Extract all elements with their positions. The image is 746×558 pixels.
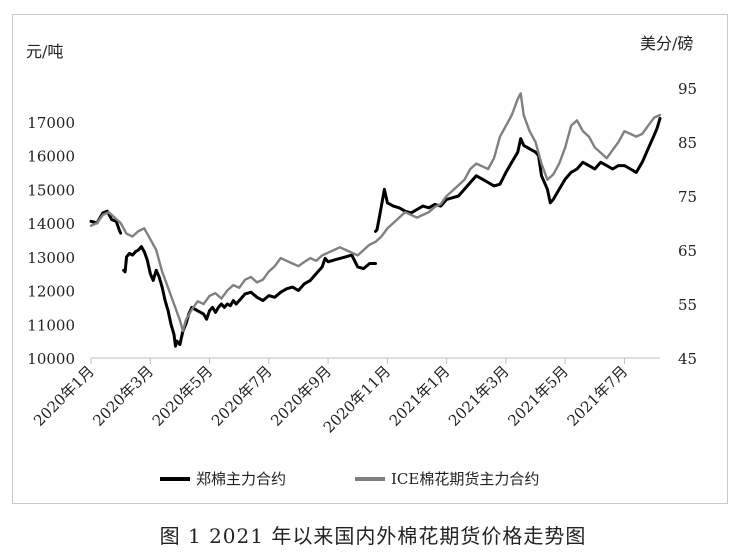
left-tick-label: 14000 — [27, 215, 75, 233]
x-tick-label: 2020年3月 — [89, 362, 157, 430]
chart-frame — [12, 14, 728, 504]
x-tick-label: 2020年5月 — [149, 362, 217, 430]
figure-caption: 图 1 2021 年以来国内外棉花期货价格走势图 — [159, 524, 587, 548]
legend-label-ice: ICE棉花期货主力合约 — [391, 470, 540, 488]
legend-item-zhengmian: 郑棉主力合约 — [160, 468, 286, 489]
x-tick-label: 2021年5月 — [504, 362, 572, 430]
x-tick-label: 2021年3月 — [445, 362, 513, 430]
series-line-ice — [89, 92, 662, 333]
legend-label-zhengmian: 郑棉主力合约 — [196, 470, 287, 488]
right-tick-label: 55 — [678, 296, 697, 314]
right-tick-label: 85 — [678, 134, 697, 152]
legend-item-ice: ICE棉花期货主力合约 — [355, 468, 539, 489]
left-tick-label: 12000 — [27, 283, 75, 301]
left-tick-label: 15000 — [27, 181, 75, 199]
right-tick-label: 95 — [678, 80, 697, 98]
legend-swatch-zhengmian — [160, 476, 190, 481]
right-tick-label: 75 — [678, 188, 697, 206]
left-axis-unit: 元/吨 — [26, 42, 64, 61]
x-tick-label: 2020年1月 — [30, 362, 98, 430]
x-tick-label: 2020年7月 — [208, 362, 276, 430]
right-tick-label: 45 — [678, 350, 697, 368]
left-tick-label: 17000 — [27, 114, 75, 132]
left-tick-label: 10000 — [27, 350, 75, 368]
x-tick-label: 2021年1月 — [386, 362, 454, 430]
left-tick-label: 11000 — [27, 316, 75, 334]
x-tick-label: 2021年7月 — [564, 362, 632, 430]
right-tick-label: 65 — [678, 242, 697, 260]
legend-swatch-ice — [355, 476, 385, 481]
right-axis-unit: 美分/磅 — [640, 34, 694, 53]
left-tick-label: 13000 — [27, 249, 75, 267]
left-tick-label: 16000 — [27, 148, 75, 166]
